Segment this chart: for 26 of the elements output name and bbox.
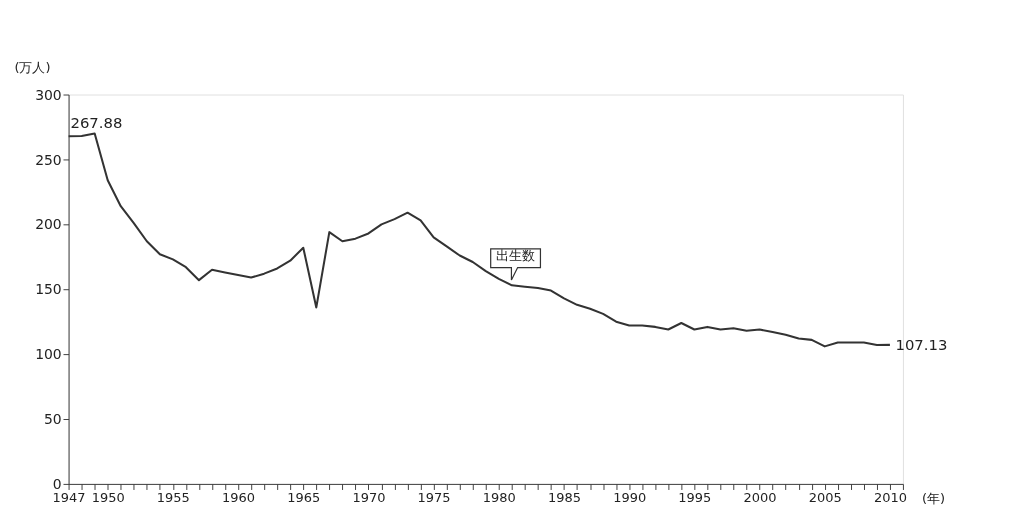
y-tick-label: 300 — [35, 86, 62, 103]
annotation: 267.88 — [70, 113, 123, 131]
x-axis-title: (年) — [922, 490, 946, 506]
y-axis-title: (万人) — [14, 59, 51, 75]
annotation: 出生数 — [496, 248, 536, 264]
x-tick-label: 1975 — [417, 490, 451, 506]
y-tick-label: 200 — [35, 216, 62, 233]
x-tick-label: 1955 — [156, 490, 190, 506]
y-tick-label: 100 — [35, 346, 62, 363]
x-tick-label: 2005 — [808, 490, 842, 506]
y-tick-label: 0 — [52, 476, 62, 493]
x-tick-label: 2000 — [743, 490, 777, 506]
x-tick-label: 1970 — [352, 490, 386, 506]
annotation: 107.13 — [895, 335, 948, 353]
x-tick-label: 1947 — [52, 490, 86, 506]
y-tick-label: 150 — [35, 281, 62, 298]
x-tick-label: 1950 — [91, 490, 125, 506]
x-tick-label: 2010 — [873, 490, 907, 506]
x-tick-label: 1985 — [547, 490, 581, 506]
y-tick-label: 250 — [35, 151, 62, 168]
x-tick-label: 1965 — [287, 490, 321, 506]
y-tick-label: 50 — [43, 411, 62, 428]
x-tick-label: 1980 — [482, 490, 516, 506]
x-tick-label: 1960 — [222, 490, 256, 506]
x-tick-label: 1995 — [678, 490, 712, 506]
x-tick-label: 1990 — [613, 490, 647, 506]
